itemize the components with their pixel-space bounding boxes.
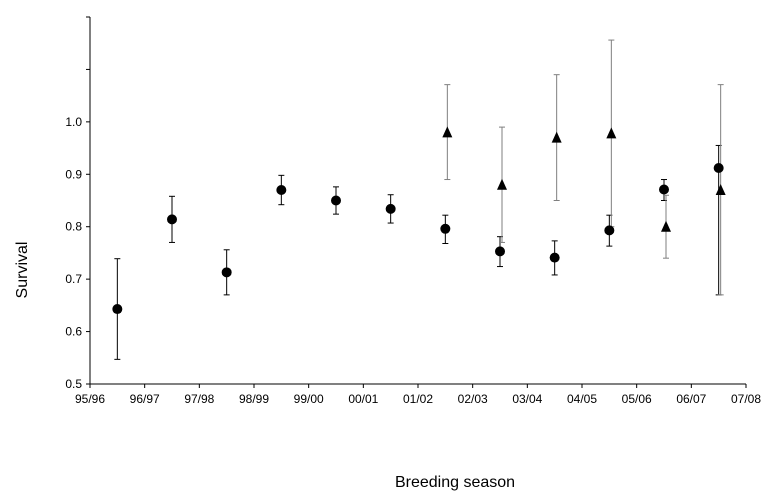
- x-tick-label: 01/02: [403, 392, 433, 406]
- y-tick-label: 0.9: [65, 167, 82, 181]
- circle-point: [659, 184, 669, 195]
- circle-point: [549, 252, 560, 263]
- triangle-point: [551, 131, 562, 143]
- x-axis-title: Breeding season: [395, 474, 515, 491]
- triangle-point: [661, 220, 671, 232]
- x-tick-label: 04/05: [567, 392, 597, 406]
- y-tick-label: 1.0: [65, 115, 82, 129]
- circle-point: [440, 223, 451, 234]
- x-tick-label: 98/99: [239, 392, 269, 406]
- circle-point: [112, 304, 123, 315]
- circle-point: [167, 214, 177, 225]
- y-tick-label: 0.8: [65, 220, 82, 234]
- circle-point: [276, 185, 287, 196]
- circle-point: [331, 195, 341, 206]
- x-tick-label: 06/07: [676, 392, 706, 406]
- axes: 0.5 0.6 0.7 0.8 0.9 1.0 95/96 96/97 97/98 98/99 99…: [65, 16, 761, 406]
- data-markers: [112, 126, 726, 315]
- triangle-point: [442, 126, 453, 138]
- triangle-point: [715, 184, 726, 196]
- circle-point: [713, 162, 724, 173]
- x-tick-label: 97/98: [184, 392, 214, 406]
- triangle-point: [606, 127, 617, 139]
- circle-point: [221, 267, 232, 278]
- x-tick-label: 00/01: [348, 392, 378, 406]
- circle-point: [604, 225, 615, 236]
- circle-point: [385, 203, 396, 214]
- y-axis-title: Survival: [14, 242, 31, 299]
- x-tick-label: 07/08: [731, 392, 761, 406]
- triangle-point: [497, 178, 507, 190]
- x-tick-label: 95/96: [75, 392, 105, 406]
- y-tick-label: 0.5: [65, 377, 82, 391]
- error-bars: [114, 39, 724, 360]
- x-tick-label: 96/97: [130, 392, 160, 406]
- x-tick-label: 02/03: [458, 392, 488, 406]
- x-tick-label: 03/04: [512, 392, 542, 406]
- circle-point: [495, 246, 505, 257]
- y-tick-label: 0.7: [65, 272, 82, 286]
- x-tick-label: 05/06: [622, 392, 652, 406]
- y-tick-label: 0.6: [65, 325, 82, 339]
- x-tick-label: 99/00: [294, 392, 324, 406]
